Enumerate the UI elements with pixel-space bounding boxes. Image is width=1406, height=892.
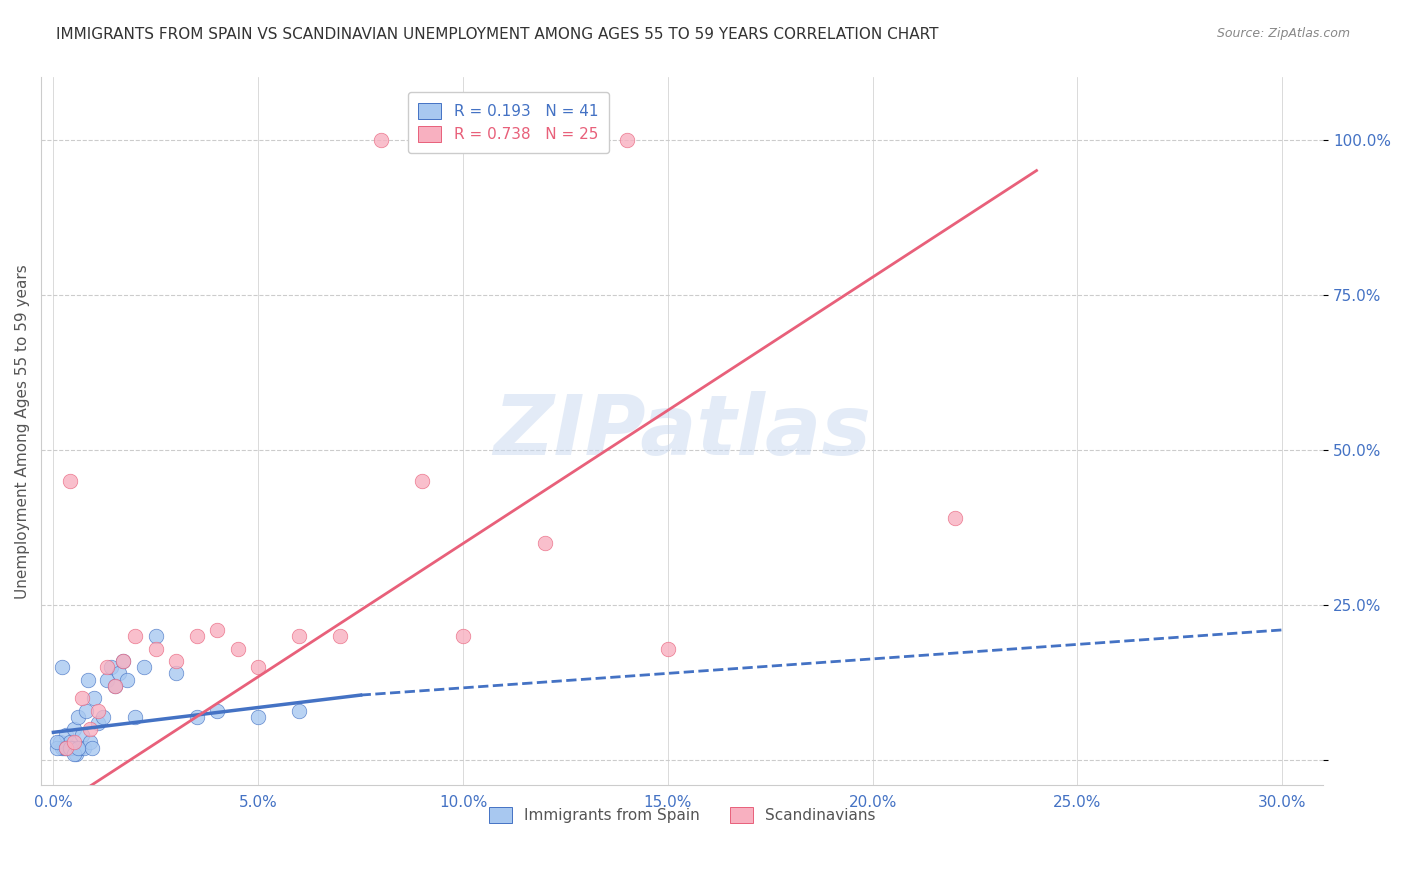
- Legend: Immigrants from Spain, Scandinavians: Immigrants from Spain, Scandinavians: [478, 797, 886, 834]
- Point: [66, 740, 89, 755]
- Point: [207, 623, 229, 637]
- Point: [52, 740, 75, 755]
- Point: [59, 474, 82, 488]
- Point: [63, 723, 86, 737]
- Point: [55, 740, 77, 755]
- Point: [70, 728, 93, 742]
- Point: [96, 660, 118, 674]
- Point: [75, 704, 97, 718]
- Point: [83, 691, 105, 706]
- Point: [82, 740, 104, 755]
- Point: [165, 666, 187, 681]
- Point: [70, 691, 93, 706]
- Point: [943, 511, 966, 525]
- Point: [329, 629, 352, 643]
- Point: [79, 723, 101, 737]
- Point: [288, 704, 311, 718]
- Point: [112, 654, 135, 668]
- Point: [55, 740, 77, 755]
- Point: [165, 654, 187, 668]
- Point: [411, 474, 433, 488]
- Point: [55, 728, 77, 742]
- Point: [56, 740, 79, 755]
- Point: [73, 740, 96, 755]
- Point: [63, 734, 86, 748]
- Point: [108, 666, 131, 681]
- Point: [91, 710, 114, 724]
- Point: [132, 660, 155, 674]
- Point: [104, 679, 127, 693]
- Point: [115, 673, 138, 687]
- Point: [370, 132, 392, 146]
- Point: [51, 740, 73, 755]
- Point: [451, 629, 474, 643]
- Point: [77, 673, 100, 687]
- Text: Source: ZipAtlas.com: Source: ZipAtlas.com: [1216, 27, 1350, 40]
- Point: [226, 641, 249, 656]
- Point: [96, 673, 118, 687]
- Point: [87, 716, 110, 731]
- Point: [104, 679, 127, 693]
- Point: [87, 704, 110, 718]
- Point: [124, 629, 146, 643]
- Point: [186, 629, 208, 643]
- Point: [124, 710, 146, 724]
- Point: [66, 710, 89, 724]
- Point: [657, 641, 679, 656]
- Point: [59, 734, 82, 748]
- Point: [247, 710, 270, 724]
- Point: [79, 734, 101, 748]
- Point: [60, 740, 83, 755]
- Point: [48, 734, 70, 748]
- Point: [51, 660, 73, 674]
- Point: [46, 734, 69, 748]
- Text: ZIPatlas: ZIPatlas: [494, 391, 872, 472]
- Point: [100, 660, 122, 674]
- Point: [46, 740, 69, 755]
- Point: [145, 629, 167, 643]
- Point: [616, 132, 638, 146]
- Point: [288, 629, 311, 643]
- Point: [59, 740, 82, 755]
- Point: [69, 740, 91, 755]
- Point: [63, 747, 86, 761]
- Point: [145, 641, 167, 656]
- Point: [112, 654, 135, 668]
- Point: [65, 747, 87, 761]
- Text: IMMIGRANTS FROM SPAIN VS SCANDINAVIAN UNEMPLOYMENT AMONG AGES 55 TO 59 YEARS COR: IMMIGRANTS FROM SPAIN VS SCANDINAVIAN UN…: [56, 27, 939, 42]
- Y-axis label: Unemployment Among Ages 55 to 59 years: Unemployment Among Ages 55 to 59 years: [15, 264, 30, 599]
- Point: [534, 536, 557, 550]
- Point: [186, 710, 208, 724]
- Point: [207, 704, 229, 718]
- Point: [247, 660, 270, 674]
